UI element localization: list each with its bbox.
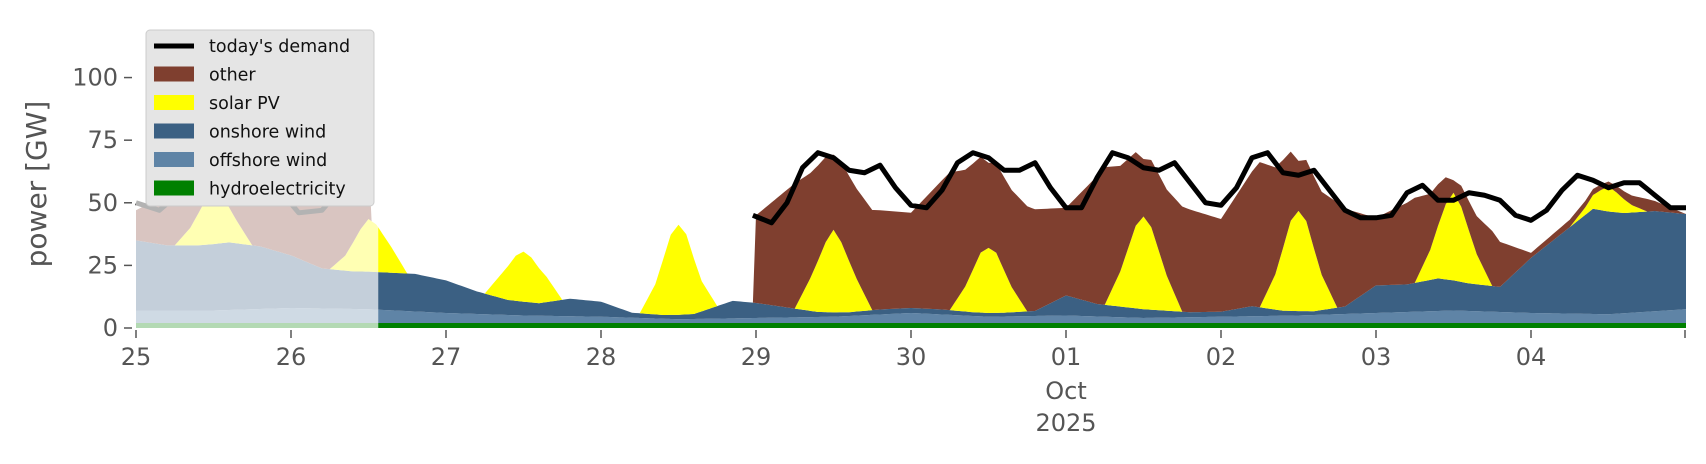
area-offshore-wind — [136, 307, 1686, 323]
x-tick-label: 27 — [431, 343, 462, 371]
area-hydroelectricity — [136, 322, 1686, 328]
y-tick-label: 75 — [87, 126, 118, 154]
legend-label-today-s-demand: today's demand — [209, 37, 350, 57]
x-tick-label: 04 — [1516, 343, 1547, 371]
y-tick-label: 25 — [87, 251, 118, 279]
legend-label-hydroelectricity: hydroelectricity — [209, 180, 346, 200]
legend-swatch-other — [154, 66, 194, 82]
y-tick-label: 100 — [72, 64, 118, 92]
legend-label-solar-pv: solar PV — [209, 94, 280, 114]
area-solar-pv — [136, 186, 1686, 315]
x-tick-label: 03 — [1361, 343, 1392, 371]
y-axis-title: power [GW] — [20, 101, 53, 268]
y-tick-label: 0 — [103, 314, 118, 342]
area-other — [136, 141, 1686, 314]
legend-label-onshore-wind: onshore wind — [209, 123, 326, 143]
demand-line-segment-2 — [751, 150, 1686, 226]
x-tick-sublabel: 2025 — [1035, 409, 1096, 437]
x-tick-label: 30 — [896, 343, 927, 371]
legend-swatch-onshore-wind — [154, 123, 194, 139]
stacked-areas — [136, 141, 1686, 328]
x-tick-label: 25 — [121, 343, 152, 371]
legend-swatch-offshore-wind — [154, 152, 194, 167]
x-tick-label: 28 — [586, 343, 617, 371]
y-tick-label: 50 — [87, 189, 118, 217]
legend-label-other: other — [209, 66, 256, 86]
area-onshore-wind — [136, 208, 1686, 320]
legend-label-offshore-wind: offshore wind — [209, 151, 327, 171]
x-tick-label: 01 — [1051, 343, 1082, 371]
legend-box — [145, 29, 375, 207]
x-tick-label: 02 — [1206, 343, 1237, 371]
legend-swatch-hydroelectricity — [154, 180, 194, 196]
legend: today's demand other solar PV onshore wind o… — [145, 29, 375, 207]
legend-swatch-solar-pv — [154, 95, 194, 110]
x-tick-label: 26 — [276, 343, 307, 371]
x-tick-sublabel: Oct — [1045, 377, 1087, 405]
x-tick-label: 29 — [741, 343, 772, 371]
